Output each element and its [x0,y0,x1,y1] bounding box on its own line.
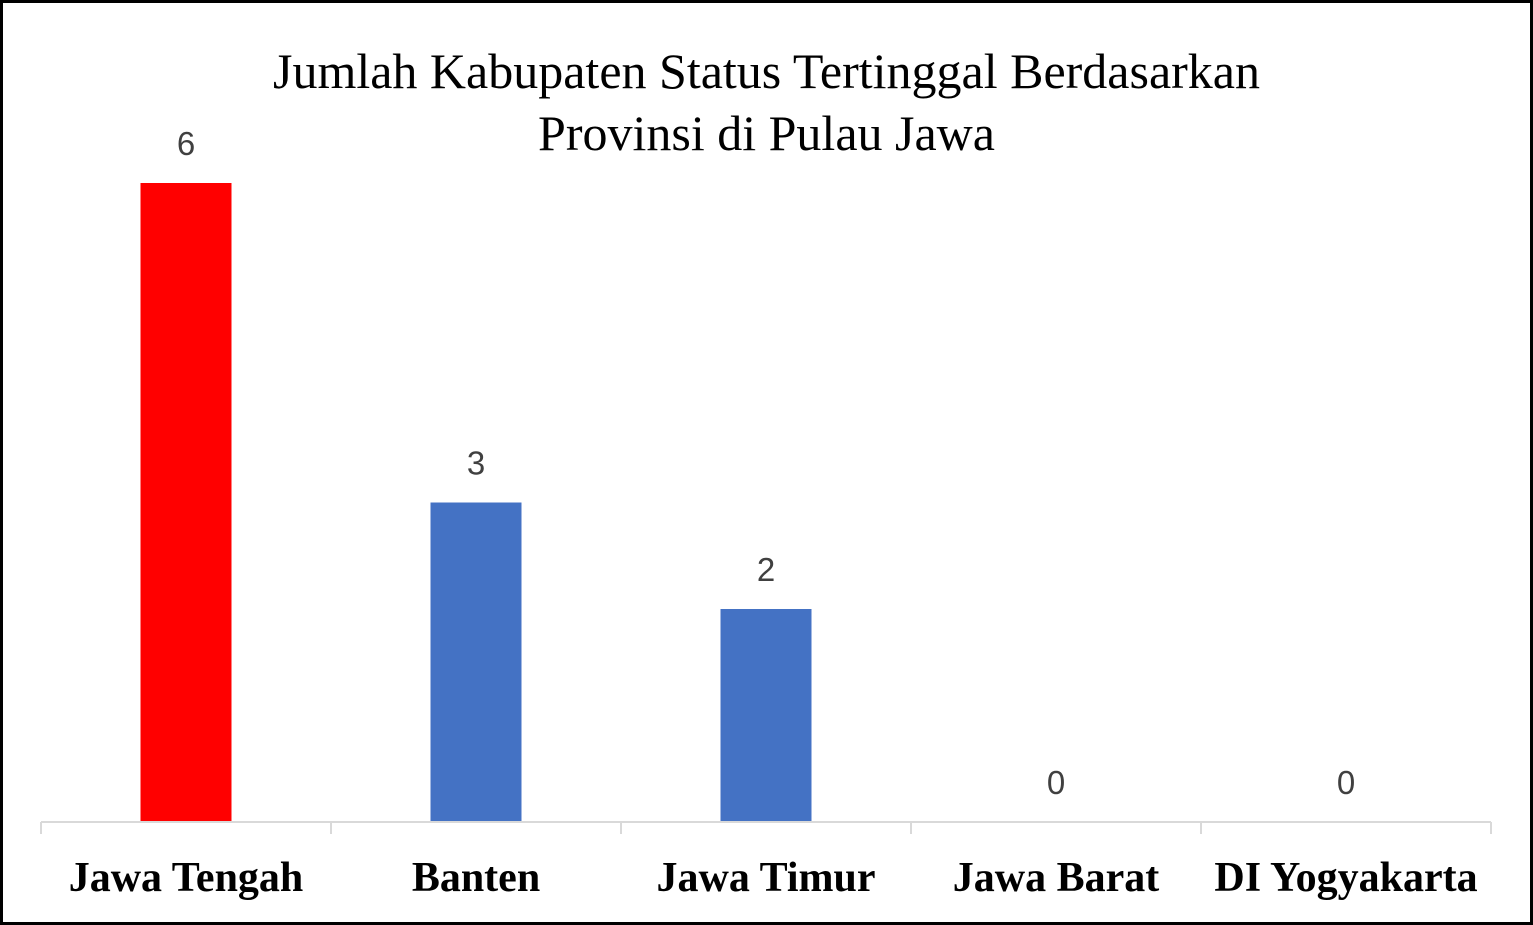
bar-jawa-tengah [141,183,232,822]
bar-jawa-timur [721,609,812,822]
category-label: Jawa Timur [657,855,876,901]
data-label: 2 [757,551,775,588]
data-label: 0 [1337,764,1355,801]
category-label: Banten [412,855,540,901]
data-label: 3 [467,445,485,482]
category-label: Jawa Tengah [69,855,304,901]
data-label: 6 [177,125,195,162]
bar-banten [431,503,522,823]
data-label: 0 [1047,764,1065,801]
category-label: Jawa Barat [953,855,1159,901]
category-label: DI Yogyakarta [1214,855,1477,901]
